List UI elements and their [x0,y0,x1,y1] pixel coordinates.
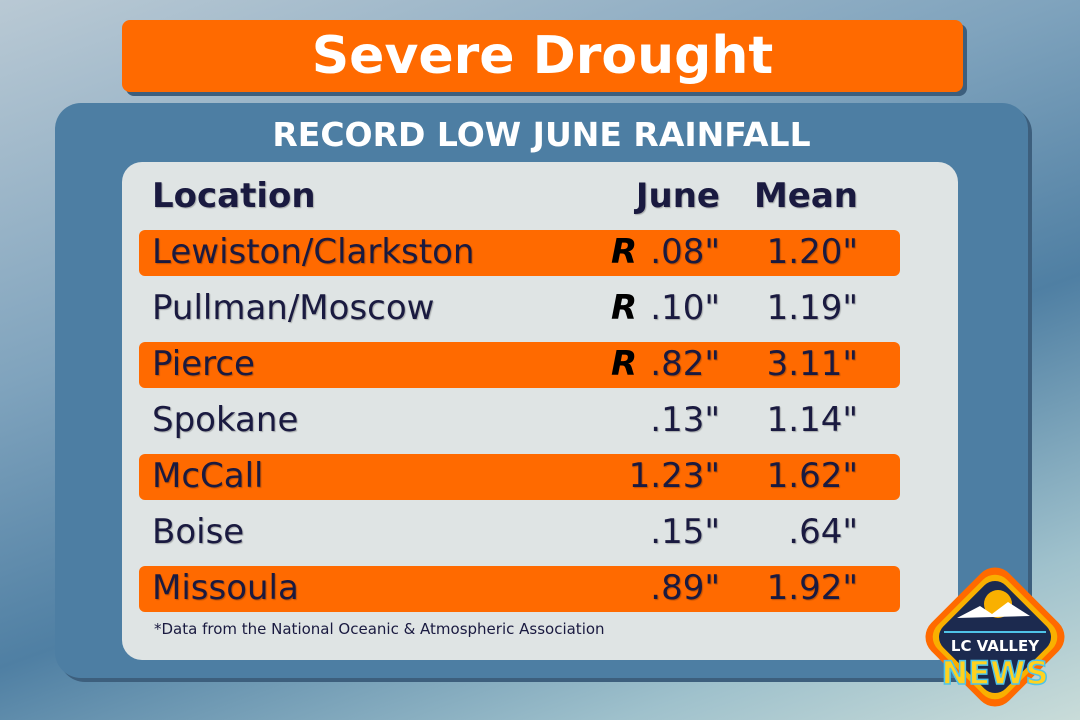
record-marker: R [611,232,638,272]
table-row: Spokane .13" 1.14" [139,398,900,444]
june-value: .08" [650,232,720,272]
subtitle: RECORD LOW JUNE RAINFALL [272,115,811,154]
june-value: .13" [650,400,720,440]
location-cell: McCall [152,456,264,496]
mean-value: 1.20" [766,232,858,272]
location-cell: Pullman/Moscow [152,288,435,328]
lc-valley-news-logo: LC VALLEY NEWS [925,567,1065,707]
table-row: Pierce R .82" 3.11" [139,342,900,388]
table-row: Boise .15" .64" [139,510,900,556]
data-panel: RECORD LOW JUNE RAINFALL Location June M… [55,103,1028,678]
mean-value: 1.62" [766,456,858,496]
header-mean: Mean [753,176,858,216]
table-row: Pullman/Moscow R .10" 1.19" [139,286,900,332]
june-value: .15" [650,512,720,552]
location-cell: Missoula [152,568,299,608]
logo-line1: LC VALLEY [951,637,1040,655]
record-marker: R [611,288,638,328]
mean-value: 1.14" [766,400,858,440]
title: Severe Drought [311,26,774,86]
table-row: McCall 1.23" 1.62" [139,454,900,500]
table-row: Missoula .89" 1.92" [139,566,900,612]
mean-value: 1.92" [766,568,858,608]
mean-value: 1.19" [766,288,858,328]
mean-value: 3.11" [766,344,858,384]
location-cell: Spokane [152,400,299,440]
footnote: *Data from the National Oceanic & Atmosp… [154,620,605,638]
header-june: June [635,176,720,216]
header-location: Location [152,176,316,216]
record-marker: R [611,344,638,384]
logo-line2: NEWS [942,654,1049,692]
june-value: 1.23" [628,456,720,496]
location-cell: Boise [152,512,245,552]
table-header: Location June Mean [139,174,900,220]
location-cell: Lewiston/Clarkston [152,232,475,272]
mean-value: .64" [788,512,858,552]
june-value: .82" [650,344,720,384]
table-row: Lewiston/Clarkston R .08" 1.20" [139,230,900,276]
june-value: .89" [650,568,720,608]
june-value: .10" [650,288,720,328]
rainfall-table: Location June Mean Lewiston/Clarkston R … [122,162,958,660]
location-cell: Pierce [152,344,255,384]
title-banner: Severe Drought [122,20,963,92]
